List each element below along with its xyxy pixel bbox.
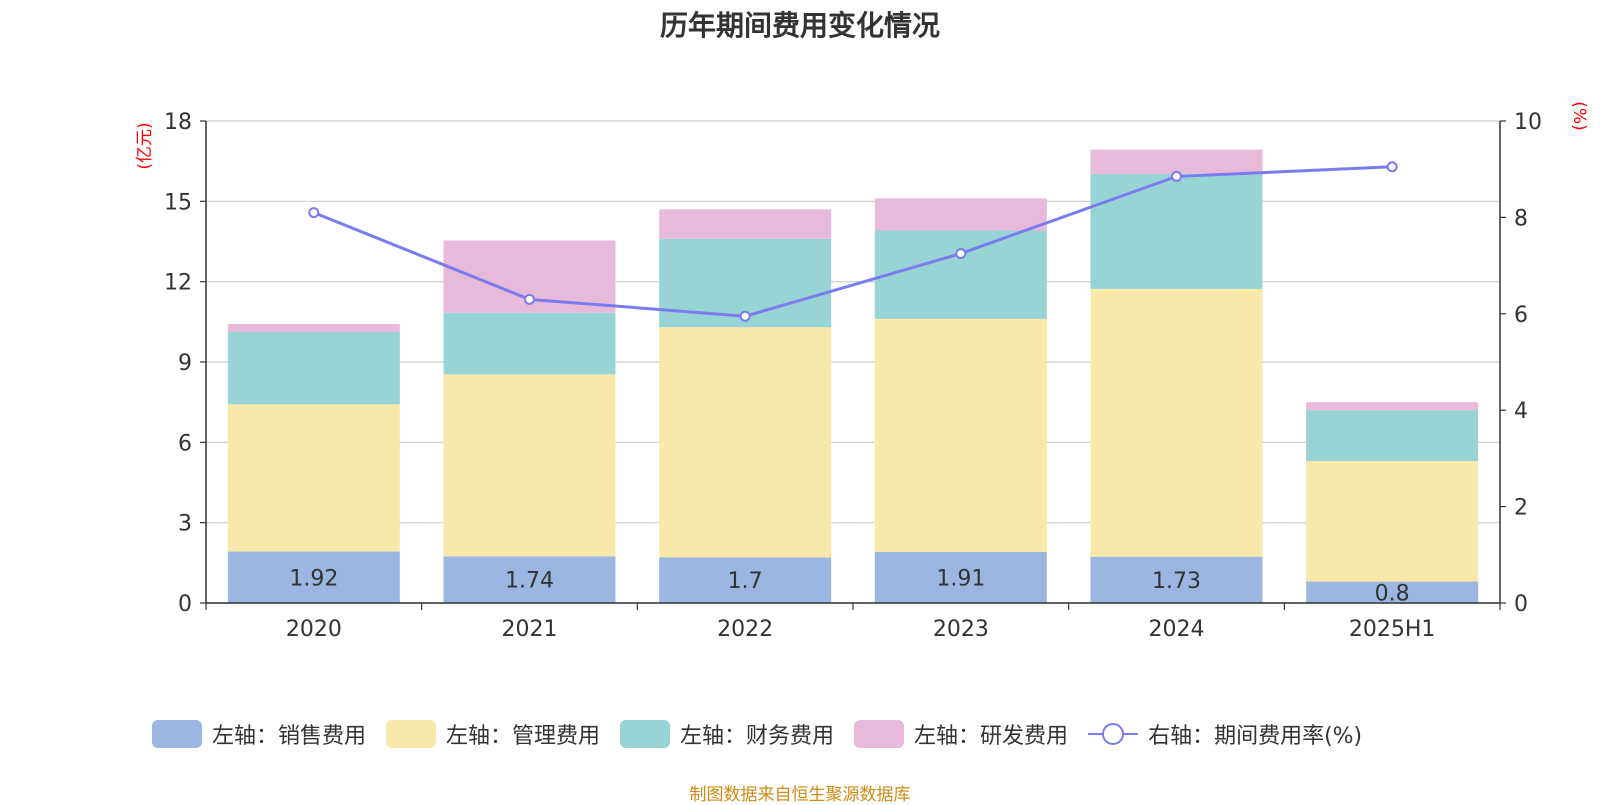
x-axis-tick-label: 2024 — [1149, 617, 1205, 642]
rate-point — [1386, 161, 1398, 173]
rate-line — [313, 165, 1393, 318]
legend-swatch — [152, 720, 202, 748]
bar-segment — [443, 312, 616, 375]
legend-label: 左轴：管理费用 — [446, 724, 601, 749]
bar-segment — [1306, 410, 1479, 462]
rate-point — [739, 310, 751, 322]
source-note: 制图数据来自恒生聚源数据库 — [689, 785, 911, 805]
legend-item[interactable]: 左轴：研发费用 — [854, 718, 1068, 750]
legend-label: 左轴：研发费用 — [914, 724, 1069, 749]
legend-swatch — [620, 720, 671, 748]
rate-point — [1171, 170, 1182, 182]
bar-segment — [1090, 173, 1263, 289]
legend-label: 左轴：销售费用 — [212, 724, 367, 749]
bar-segment — [227, 323, 400, 333]
legend-label: 左轴：财务费用 — [680, 724, 835, 749]
bar-data-label: 1.74 — [505, 569, 554, 594]
rate-point — [955, 248, 967, 260]
right-axis-tick-label: 4 — [1514, 399, 1528, 424]
legend-item[interactable]: 左轴：管理费用 — [386, 718, 600, 750]
right-axis-label: (%) — [1569, 101, 1589, 130]
bar-segment — [227, 404, 400, 552]
legend-label: 右轴：期间费用率(%) — [1148, 724, 1363, 749]
bar-segment — [1306, 461, 1479, 582]
left-axis-tick-label: 9 — [178, 351, 192, 376]
bar-segment — [659, 557, 832, 603]
bar-segment — [659, 209, 832, 239]
bar-segment — [227, 332, 400, 405]
bar-segment — [1090, 288, 1263, 557]
legend-item[interactable]: 右轴：期间费用率(%) — [1088, 718, 1362, 750]
bar-segment — [874, 198, 1047, 231]
left-axis-tick-label: 0 — [178, 592, 192, 617]
legend-item[interactable]: 左轴：销售费用 — [152, 718, 366, 750]
bar-segment — [659, 327, 832, 558]
chart-plot: 0 3 6 9 12 15 18 0 2 4 6 8 10 (亿元) (%) 1.92 1.74 1.7 1.91 1… — [135, 101, 1589, 642]
bar-segment — [227, 551, 400, 603]
left-axis-label: (亿元) — [135, 122, 155, 169]
rate-point — [524, 293, 535, 305]
legend-line-marker — [1088, 723, 1139, 745]
right-axis-tick-label: 8 — [1514, 206, 1528, 231]
x-axis-tick-label: 2023 — [933, 617, 989, 642]
bar-segment — [874, 318, 1047, 552]
left-axis-tick-label: 18 — [164, 110, 192, 135]
right-axis-tick-label: 2 — [1514, 496, 1528, 521]
bar-data-label: 1.91 — [936, 566, 985, 591]
left-axis-tick-label: 6 — [178, 431, 192, 456]
bar-data-label: 1.73 — [1152, 569, 1201, 594]
bar-data-label: 1.7 — [728, 569, 763, 594]
right-axis-tick-label: 0 — [1514, 592, 1528, 617]
rate-point — [308, 207, 320, 219]
bar-segment — [443, 556, 616, 603]
legend: 左轴：销售费用 左轴：管理费用 左轴：财务费用 左轴：研发费用 右轴：期间费用率(%) — [152, 718, 1382, 750]
bar-segment — [874, 230, 1047, 319]
x-axis-tick-label: 2022 — [717, 617, 773, 642]
bar-segment — [874, 551, 1047, 603]
bar-segment — [1306, 581, 1479, 603]
left-axis-tick-label: 15 — [164, 190, 192, 215]
bar-segment — [443, 374, 616, 557]
x-axis-tick-label: 2021 — [502, 617, 558, 642]
legend-swatch — [854, 720, 905, 748]
legend-item[interactable]: 左轴：财务费用 — [620, 718, 834, 750]
bar-data-label: 0.8 — [1375, 581, 1410, 606]
bar-segment — [1090, 149, 1263, 174]
bar-segment — [1090, 556, 1263, 603]
bar-segment — [1306, 402, 1479, 411]
right-axis-tick-label: 6 — [1514, 303, 1528, 328]
x-axis-tick-label: 2025H1 — [1349, 617, 1436, 642]
x-axis-tick-label: 2020 — [286, 617, 342, 642]
legend-swatch — [386, 720, 437, 748]
left-axis-tick-label: 3 — [178, 512, 192, 537]
chart-title: 历年期间费用变化情况 — [659, 9, 940, 42]
bar-data-label: 1.92 — [289, 566, 338, 591]
left-axis-tick-label: 12 — [164, 271, 192, 296]
right-axis-tick-label: 10 — [1514, 110, 1542, 135]
